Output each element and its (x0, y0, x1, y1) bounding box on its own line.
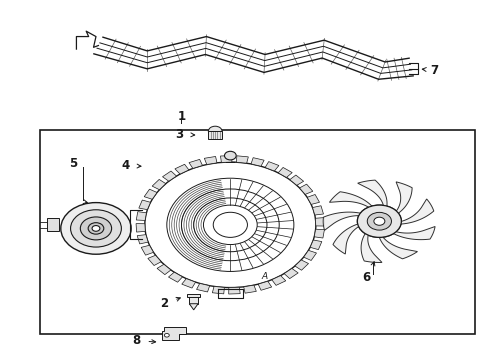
Text: 2: 2 (160, 297, 169, 310)
Bar (208, 131, 222, 139)
Polygon shape (229, 287, 240, 294)
Polygon shape (189, 304, 198, 310)
Circle shape (374, 217, 385, 225)
Polygon shape (220, 156, 232, 162)
Polygon shape (148, 255, 161, 266)
Text: 8: 8 (132, 334, 141, 347)
Circle shape (88, 223, 104, 234)
Polygon shape (162, 327, 186, 339)
Polygon shape (290, 175, 304, 185)
Polygon shape (304, 250, 317, 261)
Polygon shape (361, 234, 382, 262)
Polygon shape (314, 229, 324, 238)
Polygon shape (169, 272, 183, 282)
Polygon shape (278, 167, 292, 177)
Bar (189, 297, 198, 304)
Polygon shape (358, 180, 387, 207)
Polygon shape (141, 245, 153, 255)
Polygon shape (307, 194, 319, 204)
Polygon shape (212, 287, 224, 294)
Polygon shape (284, 269, 298, 279)
Circle shape (92, 226, 100, 231)
Polygon shape (196, 283, 210, 292)
Text: 6: 6 (362, 271, 370, 284)
Polygon shape (163, 171, 176, 181)
Circle shape (164, 333, 169, 337)
Bar (40, 130, 475, 334)
Polygon shape (265, 162, 279, 171)
Circle shape (368, 212, 392, 230)
Polygon shape (204, 157, 217, 165)
Polygon shape (379, 236, 417, 259)
Polygon shape (136, 212, 147, 220)
Polygon shape (310, 240, 322, 249)
Polygon shape (189, 159, 202, 168)
Circle shape (71, 210, 122, 247)
Circle shape (80, 217, 112, 240)
Polygon shape (152, 179, 166, 190)
Polygon shape (258, 281, 271, 290)
Polygon shape (144, 189, 157, 199)
Polygon shape (236, 156, 248, 163)
Polygon shape (299, 184, 313, 194)
Text: 4: 4 (121, 159, 129, 172)
Bar (47, 219, 59, 231)
Circle shape (208, 126, 222, 136)
Text: A: A (262, 272, 268, 281)
Text: 1: 1 (177, 110, 186, 123)
Polygon shape (399, 199, 434, 224)
Text: 5: 5 (69, 157, 77, 170)
Polygon shape (136, 224, 146, 232)
Polygon shape (333, 224, 361, 254)
Circle shape (374, 217, 385, 225)
Polygon shape (182, 279, 196, 288)
Polygon shape (175, 164, 189, 174)
Circle shape (357, 205, 401, 237)
Circle shape (61, 203, 131, 254)
Polygon shape (244, 285, 256, 293)
Circle shape (368, 212, 392, 230)
Polygon shape (323, 212, 361, 230)
Polygon shape (137, 235, 148, 244)
Polygon shape (313, 206, 323, 215)
Circle shape (224, 151, 236, 160)
Text: 3: 3 (175, 128, 183, 141)
Circle shape (357, 205, 401, 237)
Text: 7: 7 (431, 64, 439, 77)
Polygon shape (316, 217, 325, 226)
Polygon shape (157, 264, 171, 275)
Polygon shape (251, 158, 264, 166)
Bar (187, 294, 200, 297)
Polygon shape (395, 182, 412, 213)
Polygon shape (393, 226, 435, 240)
Polygon shape (272, 276, 286, 285)
Polygon shape (139, 200, 150, 210)
Polygon shape (295, 260, 309, 270)
Polygon shape (329, 192, 372, 208)
